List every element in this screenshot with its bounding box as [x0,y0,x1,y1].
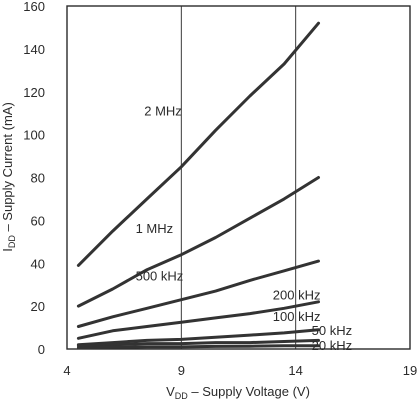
y-tick-label-8: 160 [23,0,45,14]
series-label-5: 50 kHz [312,323,352,338]
series-line-5 [76,338,320,348]
series-line-6 [76,344,320,350]
series-label-1: 1 MHz [136,221,174,236]
series-line-0 [76,21,320,267]
series-label-6: 20 kHz [312,338,352,353]
y-tick-label-5: 100 [23,128,45,143]
series-label-2: 500 kHz [136,268,184,283]
x-tick-labels: 4 9 14 19 [63,363,417,378]
y-axis-label: IDD – Supply Current (mA) [0,102,17,252]
series-line-3 [76,300,320,340]
series-line-1 [76,176,320,308]
x-tick-label-3: 19 [403,363,417,378]
series-line-2 [76,259,320,328]
x-tick-label-2: 14 [288,363,302,378]
x-axis-label: VDD – Supply Voltage (V) [166,384,310,401]
y-tick-label-6: 120 [23,85,45,100]
y-tick-label-1: 20 [31,299,45,314]
x-tick-label-1: 9 [178,363,185,378]
y-tick-label-3: 60 [31,213,45,228]
plot-frame [66,5,411,350]
y-tick-label-0: 0 [38,342,45,357]
series-label-0: 2 MHz [144,103,182,118]
y-tick-label-4: 80 [31,171,45,186]
series-line-4 [76,328,320,347]
chart-grid [180,6,297,349]
y-tick-label-7: 140 [23,42,45,57]
x-tick-label-0: 4 [63,363,70,378]
series-label-4: 100 kHz [273,309,321,324]
series-lines [76,21,320,350]
y-tick-labels: 0 20 40 60 80 100 120 140 160 [23,0,45,357]
series-label-3: 200 kHz [273,288,321,303]
y-tick-label-2: 40 [31,256,45,271]
